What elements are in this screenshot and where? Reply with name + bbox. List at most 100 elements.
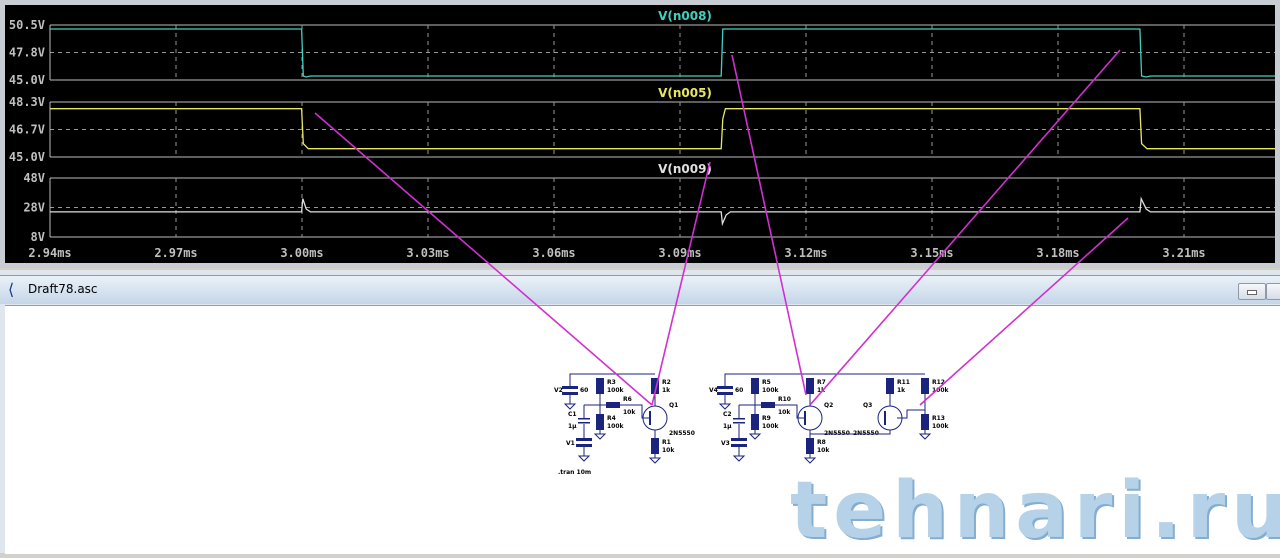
component-value: 1k — [662, 387, 671, 394]
component-label: R11 — [897, 379, 910, 386]
component-value: 100k — [607, 423, 625, 430]
resistor — [606, 402, 620, 408]
y-tick-label: 28V — [23, 201, 45, 215]
voltage-source — [576, 444, 592, 447]
resistor — [921, 378, 929, 394]
component-label: R1 — [662, 439, 671, 446]
component-label: Q2 — [824, 402, 833, 409]
component-label: R7 — [817, 379, 826, 386]
x-tick-label: 3.12ms — [784, 246, 827, 260]
ground-icon — [577, 455, 591, 462]
x-tick-label: 3.18ms — [1036, 246, 1079, 260]
ground-icon — [748, 433, 762, 440]
capacitor — [578, 422, 590, 424]
component-label: R2 — [662, 379, 671, 386]
component-value: 1µ — [568, 423, 577, 430]
x-tick-label: 2.97ms — [154, 246, 197, 260]
capacitor — [733, 418, 745, 420]
component-value: 10k — [817, 447, 830, 454]
resistor — [886, 378, 894, 394]
capacitor — [733, 422, 745, 424]
component-value: 100k — [932, 387, 950, 394]
component-label: V2 — [554, 387, 563, 394]
y-tick-label: 45.0V — [9, 150, 45, 164]
component-label: R4 — [607, 415, 616, 422]
component-label: R5 — [762, 379, 771, 386]
waveform-window: 50.5V 47.8V 45.0V V(n008) 48.3V 46.7V 45.0V V(n… — [0, 0, 1280, 268]
resistor — [751, 378, 759, 394]
component-label: V3 — [721, 440, 730, 447]
schematic-title-bar[interactable]: ⟨ Draft78.asc — [0, 275, 1280, 304]
spice-directive: .tran 10m — [558, 469, 591, 476]
ltspice-schematic-icon: ⟨ — [8, 280, 15, 299]
component-label: Q3 — [863, 402, 872, 409]
minimize-icon — [1247, 290, 1257, 295]
y-tick-label: 8V — [31, 230, 45, 244]
maximize-button[interactable] — [1266, 283, 1280, 300]
component-label: C2 — [723, 411, 732, 418]
x-tick-label: 3.00ms — [280, 246, 323, 260]
waveform-plot[interactable]: 50.5V 47.8V 45.0V V(n008) 48.3V 46.7V 45.0V V(n… — [5, 5, 1275, 263]
component-value: 60 — [735, 387, 743, 394]
component-label: R12 — [932, 379, 945, 386]
component-label: R9 — [762, 415, 771, 422]
capacitor — [578, 418, 590, 420]
y-tick-label: 45.0V — [9, 73, 45, 87]
component-label: R3 — [607, 379, 616, 386]
component-value: 2N5550 — [669, 430, 695, 437]
component-label: R6 — [623, 396, 632, 403]
y-tick-label: 47.8V — [9, 46, 45, 60]
voltage-source — [717, 392, 733, 395]
component-label: C1 — [568, 411, 577, 418]
ground-icon — [563, 403, 577, 410]
ground-icon — [732, 455, 746, 462]
x-tick-label: 3.09ms — [658, 246, 701, 260]
x-tick-label: 3.06ms — [532, 246, 575, 260]
trace-vn005 — [50, 108, 1275, 150]
resistor — [651, 378, 659, 394]
component-value: 100k — [762, 387, 780, 394]
component-value: 100k — [932, 423, 950, 430]
voltage-source — [731, 444, 747, 447]
y-tick-label: 46.7V — [9, 123, 45, 137]
trace-vn009 — [50, 196, 1275, 227]
component-value: 100k — [607, 387, 625, 394]
minimize-button[interactable] — [1238, 283, 1266, 300]
trace-title: V(n009) — [658, 162, 712, 176]
component-value: 10k — [778, 409, 791, 416]
resistor — [596, 378, 604, 394]
waveform-svg: 50.5V 47.8V 45.0V V(n008) 48.3V 46.7V 45.0V V(n… — [9, 9, 1275, 260]
component-label: R13 — [932, 415, 945, 422]
resistor — [921, 414, 929, 430]
voltage-source — [562, 392, 578, 395]
component-value: 10k — [662, 447, 675, 454]
resistor — [596, 414, 604, 430]
voltage-source — [576, 438, 592, 441]
wire — [897, 409, 925, 419]
component-value: 10k — [623, 409, 636, 416]
resistor — [806, 378, 814, 394]
resistor — [651, 438, 659, 454]
component-value: 1µ — [723, 423, 732, 430]
trace-title: V(n008) — [658, 9, 712, 23]
component-label: R8 — [817, 439, 826, 446]
ground-icon — [648, 457, 662, 464]
wire — [810, 430, 891, 435]
x-tick-label: 3.03ms — [406, 246, 449, 260]
voltage-source — [717, 386, 733, 389]
voltage-source — [731, 438, 747, 441]
component-value: 60 — [580, 387, 588, 394]
component-label: Q1 — [669, 402, 678, 409]
trace-vn008 — [50, 28, 1275, 78]
component-label: V4 — [709, 387, 718, 394]
y-tick-label: 48V — [23, 171, 45, 185]
ground-icon — [803, 457, 817, 464]
x-tick-label: 2.94ms — [28, 246, 71, 260]
x-tick-label: 3.21ms — [1162, 246, 1205, 260]
watermark-logo: tehnari.ru — [790, 466, 1280, 556]
resistor — [751, 414, 759, 430]
resistor — [806, 438, 814, 454]
ground-icon — [918, 433, 932, 440]
component-label: V1 — [566, 440, 575, 447]
y-tick-label: 50.5V — [9, 18, 45, 32]
